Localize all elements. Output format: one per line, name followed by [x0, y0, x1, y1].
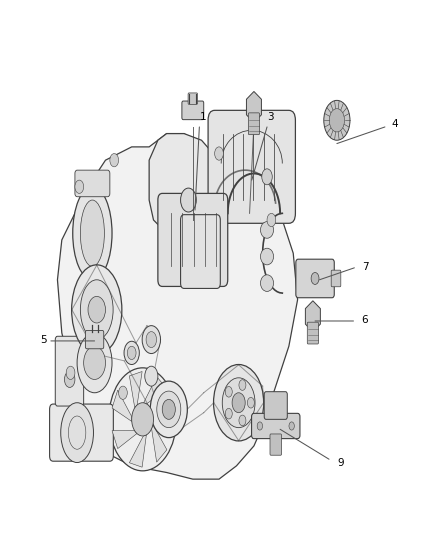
Polygon shape	[57, 134, 297, 479]
Circle shape	[180, 188, 196, 212]
FancyBboxPatch shape	[251, 414, 300, 439]
Ellipse shape	[261, 248, 274, 265]
FancyBboxPatch shape	[208, 110, 295, 223]
Ellipse shape	[142, 326, 160, 353]
Ellipse shape	[145, 366, 158, 386]
Polygon shape	[129, 372, 142, 408]
Circle shape	[247, 398, 254, 408]
Ellipse shape	[150, 381, 187, 438]
Ellipse shape	[73, 187, 112, 280]
Circle shape	[262, 169, 272, 185]
Circle shape	[132, 403, 153, 436]
Circle shape	[225, 386, 232, 397]
Circle shape	[66, 366, 75, 379]
Circle shape	[289, 422, 294, 430]
Polygon shape	[149, 134, 228, 233]
Polygon shape	[129, 435, 146, 467]
Circle shape	[232, 393, 245, 413]
Circle shape	[146, 332, 156, 348]
Polygon shape	[112, 390, 132, 422]
Ellipse shape	[124, 341, 139, 365]
Circle shape	[324, 100, 350, 140]
FancyBboxPatch shape	[182, 101, 204, 119]
Circle shape	[257, 422, 262, 430]
FancyBboxPatch shape	[248, 113, 260, 135]
Circle shape	[215, 147, 223, 160]
FancyBboxPatch shape	[188, 93, 198, 104]
Ellipse shape	[81, 200, 104, 266]
Text: 1: 1	[199, 112, 206, 122]
Circle shape	[127, 346, 136, 360]
Polygon shape	[152, 409, 173, 429]
FancyBboxPatch shape	[307, 322, 318, 344]
Text: 7: 7	[362, 262, 369, 271]
Circle shape	[239, 415, 246, 426]
FancyBboxPatch shape	[158, 193, 228, 286]
FancyBboxPatch shape	[49, 404, 113, 461]
Text: 6: 6	[361, 314, 367, 325]
Circle shape	[110, 154, 119, 167]
Text: 9: 9	[337, 457, 343, 467]
Circle shape	[88, 296, 106, 323]
Ellipse shape	[214, 365, 264, 441]
Circle shape	[119, 386, 127, 399]
Circle shape	[329, 109, 345, 132]
Ellipse shape	[109, 368, 177, 471]
Ellipse shape	[72, 265, 122, 354]
Circle shape	[225, 408, 232, 419]
Polygon shape	[152, 425, 167, 462]
FancyBboxPatch shape	[55, 336, 84, 406]
Circle shape	[267, 213, 276, 227]
Ellipse shape	[261, 222, 274, 238]
Circle shape	[162, 399, 175, 419]
Ellipse shape	[261, 275, 274, 292]
Circle shape	[64, 372, 75, 387]
Polygon shape	[112, 431, 137, 449]
Circle shape	[84, 346, 106, 379]
FancyBboxPatch shape	[264, 392, 287, 419]
Ellipse shape	[81, 280, 113, 340]
Text: 5: 5	[40, 335, 46, 345]
Circle shape	[239, 379, 246, 390]
FancyBboxPatch shape	[180, 215, 220, 288]
Ellipse shape	[77, 333, 112, 393]
FancyBboxPatch shape	[296, 259, 334, 298]
Text: 3: 3	[267, 112, 274, 122]
FancyBboxPatch shape	[85, 330, 104, 349]
FancyBboxPatch shape	[75, 170, 110, 197]
Polygon shape	[247, 92, 261, 123]
Ellipse shape	[222, 378, 255, 427]
Text: 4: 4	[392, 119, 398, 128]
Circle shape	[311, 272, 319, 285]
Ellipse shape	[61, 403, 93, 463]
Polygon shape	[305, 301, 320, 332]
Polygon shape	[144, 376, 167, 404]
Ellipse shape	[157, 391, 181, 427]
FancyBboxPatch shape	[331, 270, 341, 287]
Circle shape	[75, 180, 84, 193]
FancyBboxPatch shape	[270, 434, 282, 455]
